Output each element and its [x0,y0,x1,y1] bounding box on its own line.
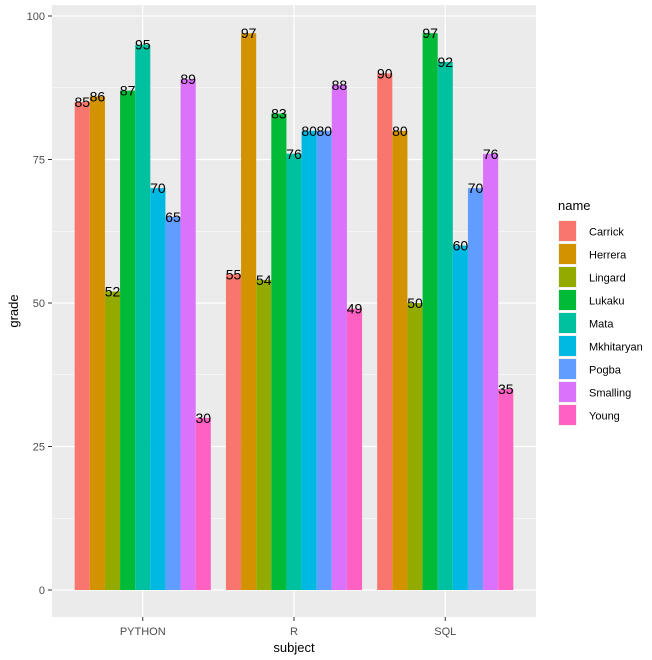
legend: name Carrick Herrera Lingard Lukaku Mata Mkhi… [558,198,643,426]
legend-key-swatch [559,336,576,356]
data-label: 89 [180,71,196,87]
data-label: 52 [105,284,121,300]
data-label: 90 [377,65,393,81]
bar [392,130,408,591]
bar [271,113,287,590]
y-tick-label: 100 [27,11,45,23]
bar [346,308,363,590]
legend-key-swatch [559,221,576,241]
bar [150,188,166,590]
legend-key-swatch [559,382,576,402]
legend-key-swatch [559,405,576,425]
bar [180,79,196,590]
legend-label: Carrick [589,227,624,239]
data-label: 97 [241,25,257,41]
x-axis: PYTHON R SQL [120,617,456,638]
data-label: 70 [150,180,166,196]
bar [452,245,468,590]
legend-label: Lukaku [589,296,624,308]
bar [104,291,121,590]
legend-label: Mata [589,319,614,331]
legend-key-swatch [559,244,576,264]
bars [74,33,514,591]
data-label: 76 [286,146,302,162]
x-tick-label: SQL [434,626,456,638]
data-label: 54 [256,272,272,288]
y-tick-label: 25 [33,442,45,454]
data-label: 80 [316,123,332,139]
bar [407,303,423,590]
legend-label: Pogba [589,365,622,377]
bar [120,90,136,591]
y-axis: 0 25 50 75 100 [27,11,52,597]
bar [316,130,332,591]
data-label: 92 [437,54,453,70]
bar [241,33,257,591]
data-label: 86 [90,88,106,104]
legend-key-swatch [559,359,576,379]
bar [437,61,453,591]
bar [422,33,438,591]
data-label: 88 [332,77,348,93]
data-label: 55 [226,266,242,282]
y-tick-label: 50 [33,298,45,310]
bar [256,280,272,590]
bar [331,84,347,590]
bar [165,216,181,590]
bar [74,102,90,590]
data-label: 85 [74,94,90,110]
legend-label: Lingard [589,273,626,285]
data-label: 97 [422,25,438,41]
data-label: 65 [165,209,181,225]
data-label: 49 [347,301,363,317]
x-axis-title: subject [273,640,315,655]
y-axis-title: grade [6,294,21,327]
y-tick-label: 0 [39,585,45,597]
legend-key-swatch [559,267,576,287]
data-label: 80 [392,123,408,139]
bar [483,153,499,590]
bar [89,96,105,591]
y-tick-label: 75 [33,155,45,167]
bar [377,73,393,590]
bar [301,130,317,591]
legend-label: Mkhitaryan [589,342,643,354]
x-tick-label: PYTHON [120,626,166,638]
legend-title: name [558,198,591,213]
data-label: 95 [135,37,151,53]
data-label: 35 [498,381,514,397]
legend-label: Young [589,411,620,423]
bar [135,44,151,590]
data-label: 60 [453,238,469,254]
bar [225,274,242,590]
data-label: 87 [120,83,136,99]
x-tick-label: R [290,626,298,638]
bar [286,153,302,590]
bar [498,389,514,590]
data-label: 50 [407,295,423,311]
data-label: 70 [468,180,484,196]
bar [195,417,211,590]
bar [467,188,484,590]
data-label: 80 [301,123,317,139]
data-label: 30 [195,410,211,426]
legend-key-swatch [559,290,576,310]
data-label: 76 [483,146,499,162]
legend-label: Herrera [589,250,627,262]
data-label: 83 [271,106,287,122]
legend-key-swatch [559,313,576,333]
legend-label: Smalling [589,388,631,400]
